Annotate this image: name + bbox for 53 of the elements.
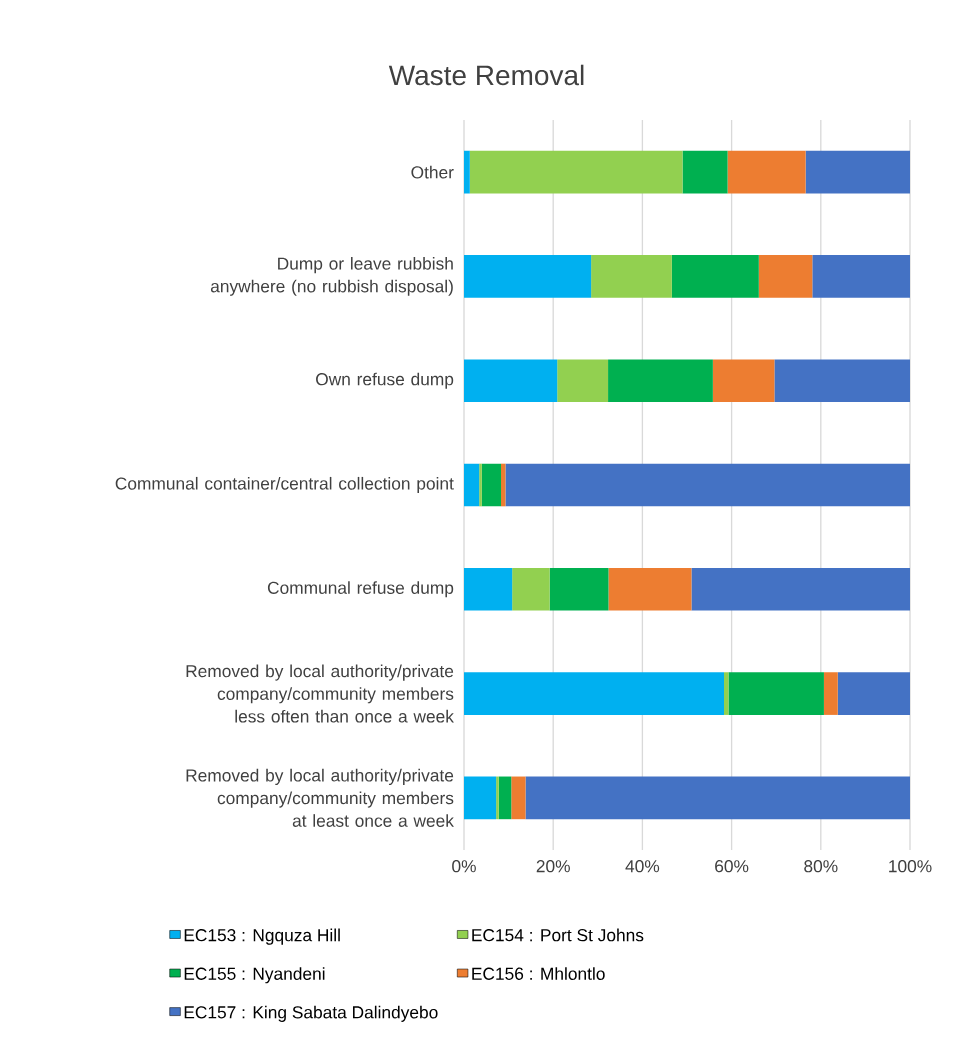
bar (496, 776, 499, 820)
bar (774, 359, 910, 403)
x-tick-label: 40% (625, 860, 660, 873)
legend-label: EC153 : Ngquza Hill (184, 928, 340, 945)
x-tick-label: 80% (804, 860, 838, 873)
bar (464, 776, 497, 820)
bar (823, 672, 838, 715)
bar (671, 255, 759, 298)
bar (805, 150, 910, 194)
bar (724, 672, 729, 715)
bar (479, 463, 482, 507)
bar (557, 359, 609, 403)
y-tick-label: Communal container/central collection point (115, 476, 454, 494)
bar (727, 150, 806, 194)
legend-label: EC157 : King Sabata Dalindyebo (184, 1005, 438, 1022)
bar (464, 150, 470, 194)
y-tick-label: Own refuse dump (316, 372, 454, 389)
bar (464, 567, 513, 611)
chart-title: Waste Removal (388, 64, 584, 86)
x-tick-label: 100% (889, 860, 932, 873)
y-tick-label: Other (411, 165, 454, 179)
bar (608, 359, 713, 403)
legend-label: EC154 : Port St Johns (472, 928, 644, 942)
bar (464, 672, 725, 715)
y-tick-label: Removed by local authority/private company/community members at least once a week (186, 768, 454, 827)
bar (682, 150, 728, 194)
bar (728, 672, 824, 715)
bar (525, 776, 910, 820)
y-tick-label: Communal refuse dump (267, 581, 454, 598)
bar (837, 672, 910, 715)
bar (464, 359, 558, 403)
bar (549, 567, 609, 611)
bar (505, 463, 910, 507)
bar (511, 776, 526, 820)
bar (464, 463, 480, 507)
bar (691, 567, 910, 611)
x-tick-label: 0% (452, 860, 476, 873)
bar (758, 255, 813, 298)
x-tick-label: 60% (715, 860, 749, 873)
legend-label: EC155 : Nyandeni (184, 967, 325, 984)
bar (512, 567, 550, 611)
bar (498, 776, 512, 820)
legend-label: EC156 : Mhlontlo (472, 967, 605, 980)
bar (469, 150, 683, 194)
y-tick-label: Removed by local authority/private company/community members less often than once a week (186, 664, 454, 723)
y-tick-label: Dump or leave rubbish anywhere (no rubbish disposal) (210, 257, 453, 296)
bar (591, 255, 672, 298)
bar (712, 359, 775, 403)
bar (608, 567, 692, 611)
bar (812, 255, 910, 298)
x-tick-label: 20% (536, 860, 570, 873)
bar (464, 255, 592, 298)
bar (481, 463, 502, 507)
